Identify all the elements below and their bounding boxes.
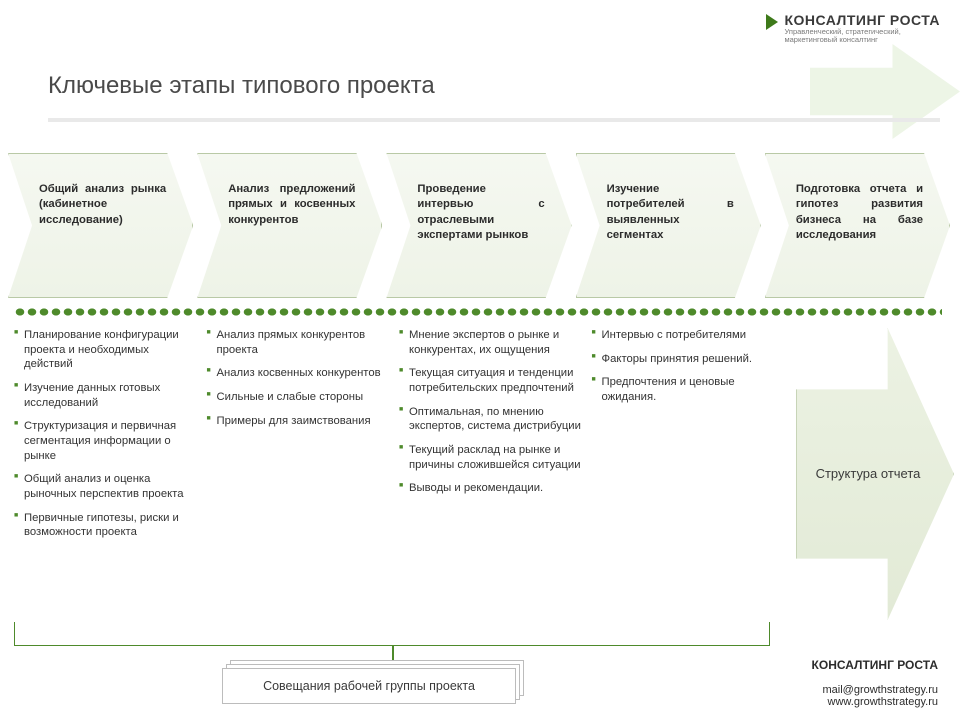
bullet-columns: Планирование конфигурации проекта и необ… [14,328,774,549]
meetings-card-label: Совещания рабочей группы проекта [263,679,475,693]
bullet-item: Изучение данных готовых исследований [14,381,197,410]
bullet-col-1: Планирование конфигурации проекта и необ… [14,328,197,549]
bullet-item: Интервью с потребителями [592,328,775,343]
bullet-item: Предпочтения и ценовые ожидания. [592,375,775,404]
chevron-step-5: Подготовка отчета и гипотез развития биз… [765,153,950,298]
bullet-item: Первичные гипотезы, риски и возможности … [14,511,197,540]
logo-main-text: КОНСАЛТИНГ РОСТА [784,12,940,28]
bullet-item: Планирование конфигурации проекта и необ… [14,328,197,372]
bullet-item: Текущая ситуация и тенденции потребитель… [399,366,582,395]
bullet-item: Выводы и рекомендации. [399,481,582,496]
footer-mail: mail@growthstrategy.ru [812,684,938,696]
bullet-item: Факторы принятия решений. [592,352,775,367]
bullet-item: Мнение экспертов о рынке и конкурентах, … [399,328,582,357]
title-rule [48,118,940,122]
footer-brand: КОНСАЛТИНГ РОСТА [812,658,938,672]
bullet-item: Анализ косвенных конкурентов [207,366,390,381]
chevron-step-1: Общий анализ рынка (кабинетное исследова… [8,153,193,298]
footer-site: www.growthstrategy.ru [812,696,938,708]
chevron-step-3: Проведение интервью с отраслевыми экспер… [386,153,571,298]
structure-arrow-label: Структура отчета [816,466,921,483]
bullet-col-4: Интервью с потребителями Факторы принятия… [592,328,775,549]
chevron-step-4: Изучение потребителей в выявленных сегме… [576,153,761,298]
structure-arrow: Структура отчета [796,328,954,620]
footer: КОНСАЛТИНГ РОСТА mail@growthstrategy.ru … [812,658,938,708]
dotted-divider [14,307,942,317]
bullet-item: Структуризация и первичная сегментация и… [14,419,197,463]
chevron-row: Общий анализ рынка (кабинетное исследова… [8,153,950,298]
bullet-col-3: Мнение экспертов о рынке и конкурентах, … [399,328,582,549]
bullet-item: Сильные и слабые стороны [207,390,390,405]
logo-arrow-icon [766,14,778,30]
bullet-item: Общий анализ и оценка рыночных перспекти… [14,472,197,501]
bullet-item: Оптимальная, по мнению экспертов, систем… [399,405,582,434]
chevron-step-2: Анализ предложений прямых и косвенных ко… [197,153,382,298]
bullet-item: Примеры для заимствования [207,414,390,429]
connector-stem [392,646,394,660]
bullet-item: Текущий расклад на рынке и причины сложи… [399,443,582,472]
logo: КОНСАЛТИНГ РОСТА Управленческий, стратег… [766,12,940,45]
meetings-card-stack: Совещания рабочей группы проекта [222,660,524,702]
connector-bracket [14,622,770,646]
bullet-col-2: Анализ прямых конкурентов проекта Анализ … [207,328,390,549]
page-title: Ключевые этапы типового проекта [48,72,940,100]
logo-sub-line2: маркетинговый консалтинг [784,36,940,44]
bullet-item: Анализ прямых конкурентов проекта [207,328,390,357]
meetings-card: Совещания рабочей группы проекта [222,668,516,704]
